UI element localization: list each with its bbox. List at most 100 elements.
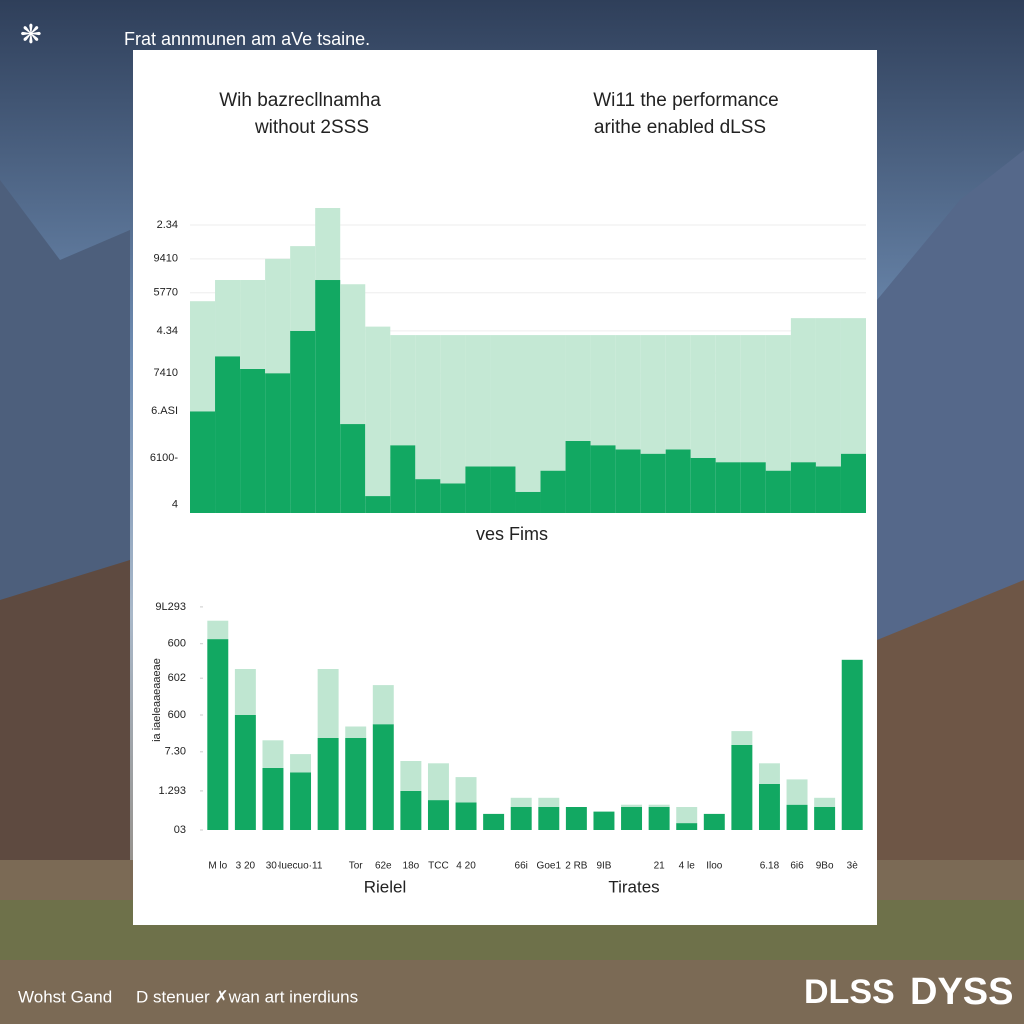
- bar-segment: [815, 466, 841, 513]
- bar-segment: [840, 318, 866, 454]
- bar-segment: [593, 811, 615, 830]
- bar-segment: [207, 620, 229, 640]
- bar-segment: [345, 726, 367, 738]
- x-axis-title: Rielel: [364, 877, 407, 896]
- x-axis-title: ves Fims: [476, 524, 548, 544]
- bar-segment: [590, 445, 616, 513]
- x-tick-label: 9IB: [596, 861, 611, 872]
- bar-segment: [814, 797, 836, 807]
- rocks-left: [0, 560, 130, 860]
- x-tick-label: TCC: [428, 861, 449, 872]
- bar-segment: [615, 449, 641, 513]
- bar-segment: [190, 411, 216, 513]
- bar-segment: [262, 767, 284, 830]
- footer-logo: DYSS: [910, 971, 1013, 1013]
- x-axis-title: Tirates: [608, 877, 659, 896]
- bar-segment: [740, 462, 766, 513]
- bar-segment: [365, 496, 391, 513]
- bar-segment: [515, 491, 541, 513]
- bar-segment: [690, 335, 716, 458]
- bar-segment: [455, 777, 477, 803]
- x-tick-label: Goe1: [537, 861, 562, 872]
- bar-segment: [215, 280, 241, 357]
- bar-segment: [483, 813, 505, 830]
- x-tick-label: 3 20: [236, 861, 256, 872]
- x-tick-label: 21: [654, 861, 666, 872]
- bar-segment: [621, 804, 643, 807]
- bar-segment: [415, 479, 441, 513]
- bar-segment: [190, 301, 216, 412]
- bar-segment: [615, 335, 641, 450]
- bar-segment: [290, 754, 312, 773]
- bar-segment: [290, 246, 316, 331]
- bar-segment: [715, 335, 741, 463]
- mountain-left: [0, 180, 130, 640]
- bar-segment: [265, 373, 291, 513]
- bar-segment: [372, 724, 394, 830]
- bar-segment: [207, 639, 229, 830]
- bar-segment: [665, 335, 691, 450]
- bar-segment: [340, 284, 366, 425]
- y-tick-label: 7.30: [165, 746, 186, 758]
- bar-segment: [740, 335, 766, 463]
- bar-segment: [538, 797, 560, 807]
- y-tick-label: 602: [168, 672, 186, 684]
- bar-segment: [690, 457, 716, 513]
- bar-segment: [290, 772, 312, 830]
- bar-segment: [731, 744, 753, 830]
- bar-segment: [814, 807, 836, 830]
- bar-segment: [315, 280, 341, 513]
- x-tick-label: 6i6: [790, 861, 804, 872]
- y-tick-label: 9410: [154, 253, 178, 265]
- bar-segment: [538, 807, 560, 830]
- x-tick-label: 30·: [266, 861, 280, 872]
- y-tick-label: 7410: [154, 367, 178, 379]
- y-tick-label: 5770: [154, 287, 178, 299]
- bar-segment: [400, 790, 422, 830]
- bar-segment: [365, 326, 391, 497]
- bar-segment: [234, 715, 256, 830]
- x-tick-label: 2 RB: [565, 861, 588, 872]
- bar-segment: [758, 763, 780, 784]
- x-tick-label: 66i: [515, 861, 528, 872]
- bar-segment: [676, 823, 698, 830]
- bar-segment: [765, 335, 791, 471]
- bar-segment: [665, 449, 691, 513]
- bar-segment: [786, 804, 808, 830]
- bar-segment: [415, 335, 441, 480]
- bar-segment: [540, 335, 566, 471]
- bar-segment: [841, 659, 863, 830]
- bar-segment: [240, 280, 266, 369]
- x-tick-label: 3è: [847, 861, 859, 872]
- bar-segment: [648, 807, 670, 830]
- bar-segment: [372, 685, 394, 725]
- footer-middle: D stenuer ✗wan art inerdiuns: [136, 987, 358, 1006]
- bar-segment: [758, 784, 780, 830]
- x-tick-label: 4 le: [679, 861, 696, 872]
- panel-title-line: Wi11 the performance: [593, 90, 779, 111]
- bar-segment: [648, 804, 670, 807]
- bar-segment: [234, 669, 256, 715]
- bar-segment: [640, 453, 666, 513]
- footer-left: Wohst Gand: [18, 987, 112, 1006]
- bar-segment: [815, 318, 841, 467]
- x-tick-label: 9Bo: [816, 861, 834, 872]
- y-tick-label: 1.293: [158, 785, 186, 797]
- panel-title-line: arithe enabled dLSS: [594, 117, 766, 138]
- x-tick-label: 62e: [375, 861, 392, 872]
- bar-segment: [340, 424, 366, 513]
- bar-segment: [565, 440, 591, 513]
- y-tick-label: 9L293: [155, 601, 186, 613]
- x-tick-label: 4 20: [456, 861, 476, 872]
- bar-segment: [262, 740, 284, 768]
- x-tick-label: Iuecuo·11: [279, 861, 323, 872]
- bar-segment: [345, 738, 367, 830]
- bar-segment: [515, 335, 541, 492]
- header-title: Frat annmunen am aVe tsaine.: [124, 29, 370, 49]
- rocks-right: [877, 580, 1024, 860]
- bar-segment: [590, 335, 616, 446]
- y-tick-label: 6.ASI: [151, 405, 178, 417]
- x-tick-label: 18o: [403, 861, 420, 872]
- bar-segment: [565, 807, 587, 830]
